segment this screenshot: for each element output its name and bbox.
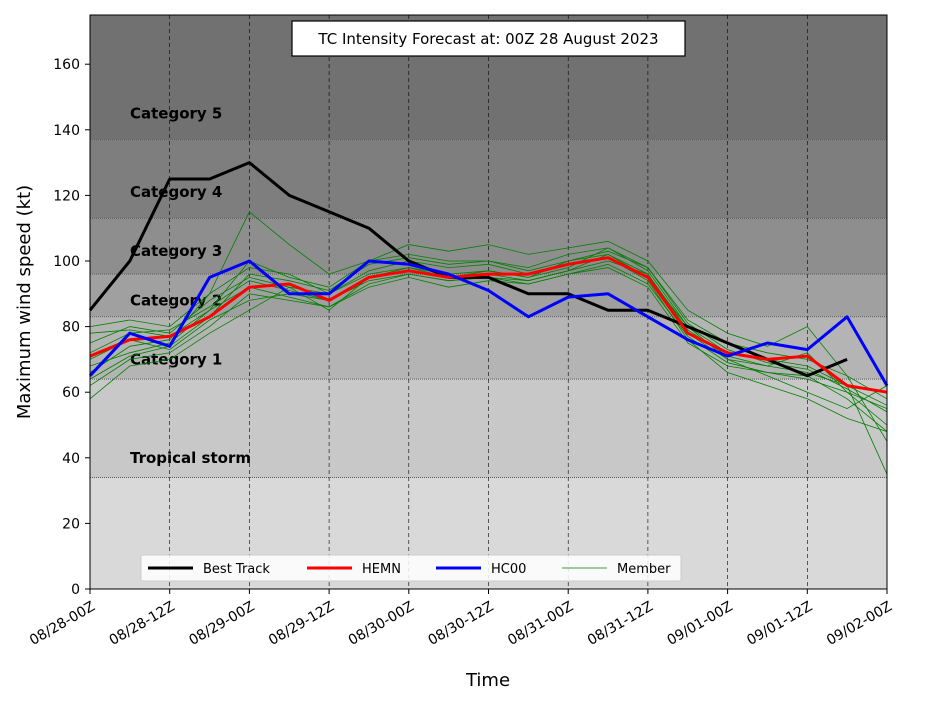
x-axis-title: Time [465,670,510,691]
member-line [89,211,888,442]
legend-label: HEMN [362,562,401,577]
y-axis-title: Maximum wind speed (kt) [14,185,35,419]
category-label: Category 4 [130,183,222,201]
category-label: Category 3 [130,242,222,260]
y-tick-label: 120 [53,188,80,204]
legend: Best Track HEMN HC00 Member [140,554,682,582]
legend-label: Member [617,562,671,577]
y-tick-label: 20 [62,516,80,532]
x-tick-label: 08/29-00Z [186,599,257,649]
x-axis: 08/28-00Z 08/28-12Z 08/29-00Z 08/29-12Z 08/3… [27,589,895,649]
series-line-best-track [88,161,848,378]
category-labels: Tropical storm Category 1 Category 2 Catego… [130,104,251,466]
category-label: Category 5 [130,104,222,122]
y-tick-label: 160 [53,57,80,73]
category-label: Category 2 [130,291,222,309]
member-line [89,257,888,432]
x-tick-label: 09/01-12Z [744,599,815,649]
legend-label: HC00 [491,562,526,577]
chart-title: TC Intensity Forecast at: 00Z 28 August … [317,30,658,48]
x-tick-label: 09/01-00Z [665,599,736,649]
x-tick-label: 08/30-12Z [425,599,496,649]
category-label: Category 1 [130,350,222,368]
x-tick-label: 08/29-12Z [266,599,337,649]
x-tick-label: 08/31-12Z [585,599,656,649]
category-label: Tropical storm [130,449,251,467]
title-box: TC Intensity Forecast at: 00Z 28 August … [291,20,686,57]
x-tick-label: 08/31-00Z [505,599,576,649]
y-tick-label: 40 [62,451,80,467]
series-line-hc00 [88,259,889,387]
y-tick-label: 60 [62,385,80,401]
y-tick-label: 140 [53,123,80,139]
grid-lines [169,15,808,589]
series-line-hemn [89,256,888,394]
y-tick-label: 0 [71,582,80,598]
main-series-lines [88,161,889,394]
y-tick-label: 100 [53,254,80,270]
y-tick-label: 80 [62,320,80,336]
legend-label: Best Track [203,562,270,577]
x-tick-label: 08/30-00Z [346,599,417,649]
x-tick-label: 08/28-12Z [107,599,178,649]
x-tick-label: 08/28-00Z [27,599,98,649]
y-axis: 0 20 40 60 80 100 120 140 160 [53,57,90,598]
x-tick-label: 09/02-00Z [824,599,895,649]
